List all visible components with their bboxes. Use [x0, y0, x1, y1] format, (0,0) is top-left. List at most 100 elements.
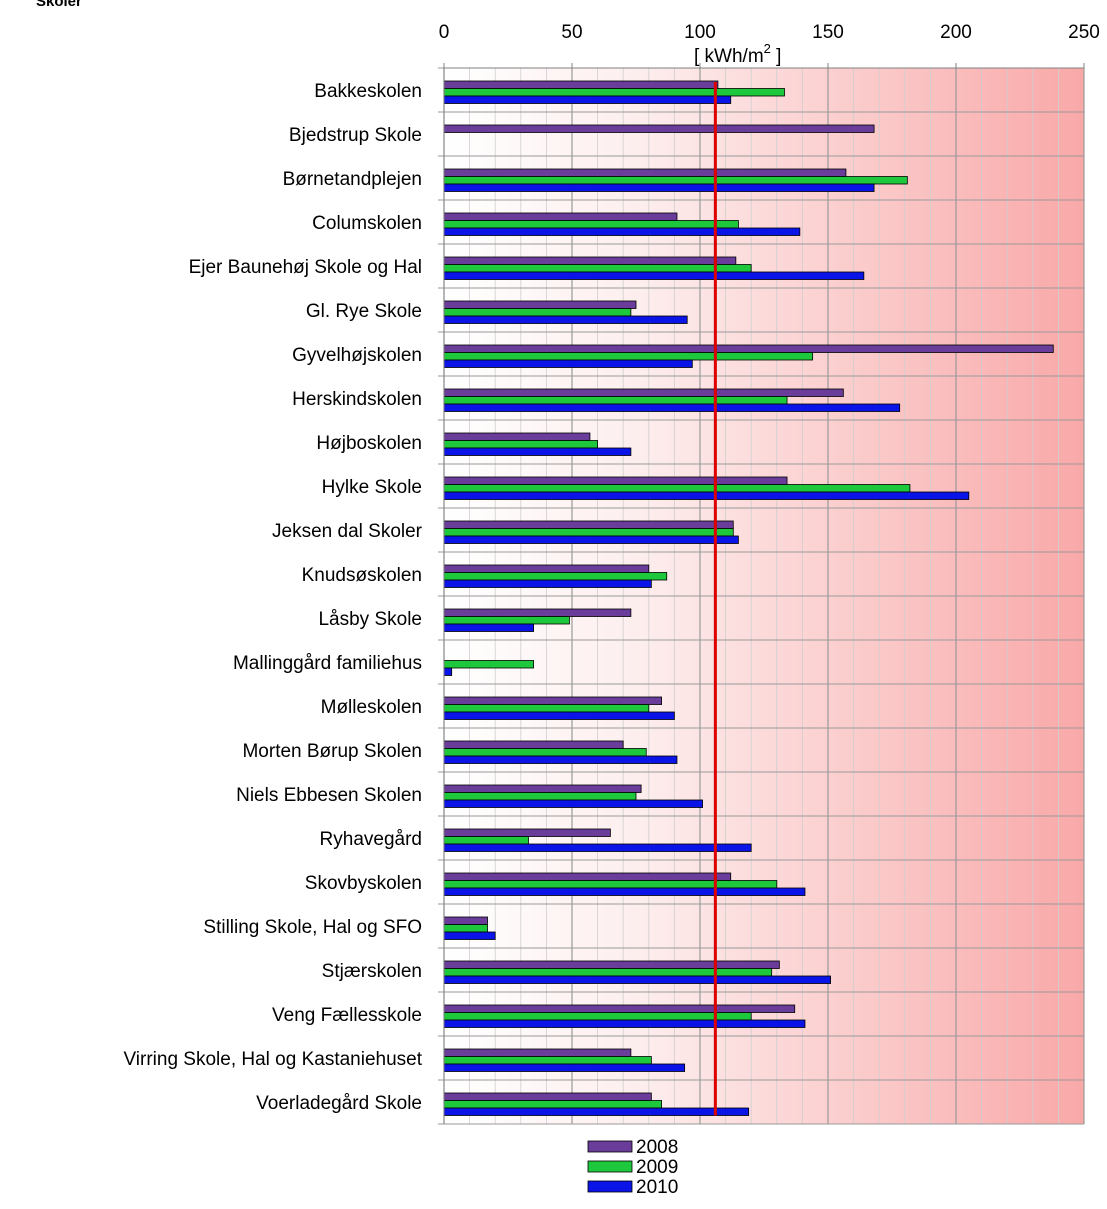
bar-2008 [443, 564, 650, 573]
bar-2009 [443, 176, 908, 185]
category-label: Knudsøskolen [302, 565, 422, 586]
category-label: Bakkeskolen [314, 81, 422, 102]
bar-2010 [443, 183, 875, 192]
bars [443, 80, 1054, 1116]
legend-swatch-2008 [587, 1140, 633, 1153]
bar-2010 [443, 359, 693, 368]
bar-2008 [443, 960, 780, 969]
bar-2010 [443, 887, 806, 896]
bar-2010 [443, 271, 865, 280]
bar-2010 [443, 755, 678, 764]
x-tick-label: 200 [940, 22, 972, 43]
x-axis-unit-superscript: 2 [764, 41, 771, 56]
bar-2009 [443, 396, 788, 405]
x-tick-label: 50 [561, 22, 582, 43]
category-label: Niels Ebbesen Skolen [236, 785, 422, 806]
bar-2009 [443, 880, 778, 889]
bar-2008 [443, 1048, 632, 1057]
category-label: Voerladegård Skole [256, 1093, 422, 1114]
legend-swatch-2010 [587, 1180, 633, 1193]
category-labels: Bakkeskolen Bjedstrup Skole Børnetandpleje… [123, 81, 422, 1114]
bar-2008 [443, 520, 734, 529]
bar-2010 [443, 1019, 806, 1028]
bar-2008 [443, 916, 488, 925]
category-label: Virring Skole, Hal og Kastaniehuset [123, 1049, 422, 1070]
bar-2010 [443, 711, 675, 720]
category-label: Hylke Skole [322, 477, 422, 498]
bar-2010 [443, 535, 739, 544]
bar-2009 [443, 528, 734, 537]
bar-2010 [443, 491, 970, 500]
category-label: Gl. Rye Skole [306, 301, 422, 322]
category-label: Stjærskolen [322, 961, 422, 982]
bar-2010 [443, 843, 752, 852]
category-label: Børnetandplejen [283, 169, 422, 190]
bar-2008 [443, 212, 678, 221]
bar-2010 [443, 799, 703, 808]
bar-2008 [443, 784, 642, 793]
x-axis-unit: [ kWh/m2 ] [694, 41, 781, 67]
x-tick-label: 0 [439, 22, 450, 43]
category-label: Højboskolen [316, 433, 422, 454]
bar-2009 [443, 968, 773, 977]
bar-2010 [443, 403, 901, 412]
category-label: Mallinggård familiehus [233, 653, 422, 674]
bar-2008 [443, 476, 788, 485]
bar-2009 [443, 440, 599, 449]
x-axis-ticks: 0 50 100 150 200 250 [439, 22, 1100, 68]
bar-2009 [443, 836, 529, 845]
bar-2010 [443, 95, 732, 104]
bar-2010 [443, 579, 652, 588]
bar-2009 [443, 704, 650, 713]
bar-2008 [443, 344, 1054, 353]
bar-2009 [443, 308, 632, 317]
bar-2010 [443, 667, 453, 676]
bar-2010 [443, 315, 688, 324]
bar-2009 [443, 88, 785, 97]
legend-label-2010: 2010 [636, 1177, 678, 1198]
x-tick-label: 250 [1068, 22, 1100, 43]
category-label: Gyvelhøjskolen [292, 345, 422, 366]
bar-2010 [443, 623, 534, 632]
legend-label-2008: 2008 [636, 1137, 678, 1158]
bar-2008 [443, 80, 719, 89]
category-label: Stilling Skole, Hal og SFO [203, 917, 422, 938]
bar-2009 [443, 1056, 652, 1065]
bar-2008 [443, 300, 637, 309]
bar-2010 [443, 447, 632, 456]
bar-2009 [443, 264, 752, 273]
category-label: Herskindskolen [292, 389, 422, 410]
bar-2008 [443, 740, 624, 749]
bar-2009 [443, 1012, 752, 1021]
bar-2008 [443, 168, 847, 177]
x-tick-label: 100 [684, 22, 716, 43]
category-label: Ryhavegård [320, 829, 422, 850]
legend-label-2009: 2009 [636, 1157, 678, 1178]
category-label: Jeksen dal Skoler [272, 521, 423, 542]
bar-2010 [443, 975, 831, 984]
category-label: Skovbyskolen [305, 873, 422, 894]
bar-2008 [443, 432, 591, 441]
bar-2010 [443, 1107, 750, 1116]
x-axis-unit-close: ] [771, 46, 782, 67]
bar-2010 [443, 931, 496, 940]
chart-title: Skoler [36, 0, 82, 10]
bar-2009 [443, 1100, 663, 1109]
category-label: Morten Børup Skolen [242, 741, 422, 762]
bar-2009 [443, 748, 647, 757]
bar-2008 [443, 872, 732, 881]
category-label: Bjedstrup Skole [289, 125, 422, 146]
bar-2010 [443, 1063, 686, 1072]
category-label: Mølleskolen [321, 697, 422, 718]
category-label: Ejer Baunehøj Skole og Hal [189, 257, 422, 278]
bar-2009 [443, 660, 534, 669]
bar-2008 [443, 696, 663, 705]
bar-2008 [443, 608, 632, 617]
category-label: Columskolen [312, 213, 422, 234]
bar-2008 [443, 124, 875, 133]
bar-2008 [443, 1004, 796, 1013]
bar-2009 [443, 924, 488, 933]
bar-2008 [443, 828, 611, 837]
